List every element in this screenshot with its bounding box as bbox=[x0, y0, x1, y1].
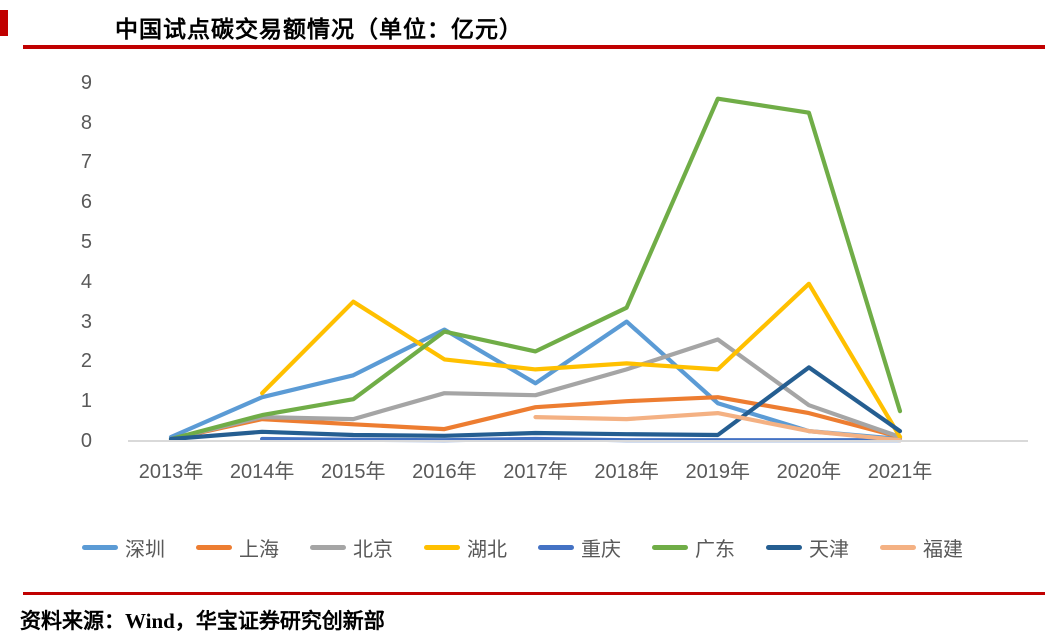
legend-swatch-tianjin bbox=[766, 545, 802, 550]
x-axis-label-2019: 2019年 bbox=[685, 461, 751, 483]
bottom-red-rule bbox=[23, 592, 1045, 595]
legend-label-tianjin: 天津 bbox=[809, 539, 849, 561]
y-tick-label-3: 3 bbox=[80, 310, 92, 333]
legend-swatch-shenzhen bbox=[82, 545, 118, 550]
y-tick-label-0: 0 bbox=[80, 430, 92, 452]
legend-label-beijing: 北京 bbox=[353, 539, 393, 561]
legend-item-shanghai: 上海 bbox=[196, 533, 279, 562]
x-axis-label-2018: 2018年 bbox=[594, 461, 659, 483]
x-axis-label-2013: 2013年 bbox=[138, 461, 204, 483]
legend-swatch-chongqing bbox=[538, 545, 574, 550]
legend-item-hubei: 湖北 bbox=[424, 533, 507, 562]
series-line-tianjin bbox=[168, 365, 903, 442]
legend-label-shenzhen: 深圳 bbox=[125, 539, 165, 561]
x-axis-label-2014: 2014年 bbox=[229, 461, 295, 483]
legend-label-hubei: 湖北 bbox=[467, 539, 507, 561]
series-line-shanghai bbox=[168, 395, 903, 442]
chart-title: 中国试点碳交易额情况（单位：亿元） bbox=[115, 17, 523, 42]
legend-label-fujian: 福建 bbox=[923, 539, 963, 561]
legend-swatch-shanghai bbox=[196, 545, 232, 550]
legend-item-chongqing: 重庆 bbox=[538, 533, 621, 562]
series-line-shenzhen bbox=[168, 319, 903, 442]
x-axis-label-2015: 2015年 bbox=[321, 461, 386, 483]
x-axis-label-2021: 2021年 bbox=[867, 461, 933, 483]
y-tick-label-6: 6 bbox=[80, 191, 92, 214]
source-note: 资料来源：Wind，华宝证券研究创新部 bbox=[20, 609, 385, 633]
legend-swatch-hubei bbox=[424, 545, 460, 550]
legend-label-shanghai: 上海 bbox=[239, 539, 279, 561]
y-tick-label-4: 4 bbox=[80, 270, 92, 293]
x-axis-label-2016: 2016年 bbox=[412, 461, 477, 483]
x-axis-label-2017: 2017年 bbox=[503, 461, 568, 483]
series-line-hubei bbox=[260, 281, 903, 440]
legend-label-guangdong: 广东 bbox=[695, 539, 735, 561]
legend-item-shenzhen: 深圳 bbox=[82, 533, 165, 562]
series-line-fujian bbox=[533, 411, 903, 443]
legend-swatch-fujian bbox=[880, 545, 916, 550]
legend-item-beijing: 北京 bbox=[310, 533, 393, 562]
series-line-guangdong bbox=[168, 96, 903, 442]
y-tick-label-9: 9 bbox=[80, 71, 92, 94]
y-tick-label-1: 1 bbox=[80, 390, 92, 413]
chart-legend: 深圳 上海 北京 湖北 重庆 广东 天津 福建 bbox=[0, 533, 1045, 562]
series-line-beijing bbox=[168, 337, 903, 442]
x-axis-label-2020: 2020年 bbox=[776, 461, 842, 483]
legend-label-chongqing: 重庆 bbox=[581, 539, 621, 561]
x-axis-line bbox=[128, 440, 1028, 442]
y-tick-label-5: 5 bbox=[80, 231, 92, 253]
top-red-rule bbox=[23, 45, 1045, 49]
y-tick-label-7: 7 bbox=[80, 151, 92, 174]
legend-swatch-beijing bbox=[310, 545, 346, 550]
red-accent-chip bbox=[0, 10, 8, 36]
y-tick-label-2: 2 bbox=[80, 350, 92, 373]
legend-item-guangdong: 广东 bbox=[652, 533, 735, 562]
legend-swatch-guangdong bbox=[652, 545, 688, 550]
y-tick-label-8: 8 bbox=[80, 111, 92, 134]
legend-item-fujian: 福建 bbox=[880, 533, 963, 562]
legend-item-tianjin: 天津 bbox=[766, 533, 849, 562]
